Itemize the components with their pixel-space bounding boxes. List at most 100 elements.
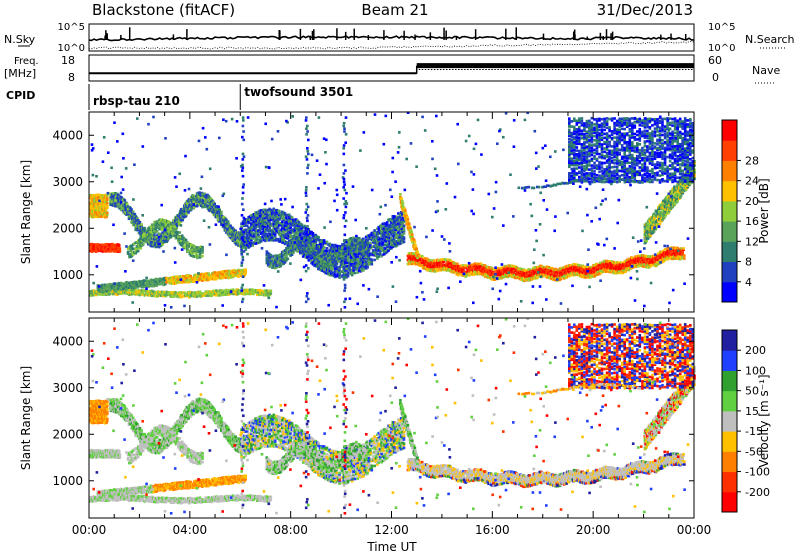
power-cell (142, 279, 146, 282)
power-cell (317, 236, 320, 239)
power-cell (248, 241, 252, 245)
power-cell (268, 216, 271, 220)
power-cell (198, 277, 201, 280)
nave-point (582, 69, 584, 70)
power-cell (273, 213, 277, 216)
power-cell (214, 207, 217, 210)
nave-point (651, 69, 654, 70)
power-cell (264, 210, 267, 214)
nave-point (530, 69, 533, 70)
power-cell (299, 250, 302, 254)
power-cell (141, 243, 145, 246)
power-cell (279, 238, 283, 241)
power-cell (280, 230, 284, 233)
power-cell (294, 220, 298, 224)
power-cell (262, 210, 266, 214)
power-cell (261, 224, 264, 228)
nave-point (206, 73, 209, 74)
power-cell (94, 215, 97, 219)
power-cell (173, 225, 176, 228)
power-cell (265, 209, 269, 213)
power-cell (157, 245, 161, 249)
power-cell (136, 217, 139, 220)
nave-point (149, 73, 151, 74)
power-cell (303, 233, 306, 236)
power-cell (261, 231, 264, 234)
power-cell (308, 230, 312, 234)
power-cell (257, 221, 260, 224)
power-cell (287, 228, 291, 231)
power-cell (266, 229, 270, 232)
power-cell (290, 230, 294, 233)
power-cell (251, 228, 255, 232)
power-cell (229, 224, 232, 228)
power-cell (304, 251, 308, 254)
nave-point (334, 73, 336, 74)
nave-point (597, 69, 599, 70)
power-cell (121, 199, 125, 203)
power-cell (211, 275, 215, 278)
power-cell (170, 229, 174, 233)
nave-point (612, 69, 614, 70)
power-cell (282, 235, 285, 238)
power-cell (165, 290, 169, 294)
power-cell (304, 252, 308, 256)
nave-point (642, 69, 645, 70)
power-cell (293, 226, 297, 229)
power-cell (250, 214, 253, 217)
power-cell (286, 226, 290, 229)
power-cell (259, 212, 263, 215)
power-cell (161, 294, 165, 298)
power-cell (315, 244, 319, 247)
power-cell (318, 239, 322, 242)
power-cell (294, 227, 298, 230)
power-cell (276, 215, 280, 218)
power-cell (264, 235, 267, 238)
nave-point (361, 73, 363, 74)
power-cell (101, 283, 104, 287)
power-cell (196, 203, 200, 207)
power-cell (282, 224, 285, 228)
power-cell (244, 221, 248, 224)
power-cell (318, 245, 322, 249)
power-cell (255, 211, 259, 214)
nave-point (306, 73, 309, 74)
power-cell (153, 243, 157, 247)
nave-point (576, 69, 578, 70)
power-cell (111, 289, 114, 292)
power-cell (318, 249, 322, 252)
nave-point (654, 69, 657, 70)
power-cell (271, 257, 274, 261)
power-cell (290, 216, 294, 219)
nave-point (258, 73, 260, 74)
power-cell (304, 256, 308, 259)
power-cell (304, 226, 308, 230)
power-cell (254, 229, 257, 233)
power-cell (141, 236, 145, 239)
power-cell (385, 221, 389, 224)
power-cell (296, 230, 299, 234)
power-cell (449, 259, 453, 263)
power-cell (101, 293, 105, 296)
power-cell (207, 195, 211, 198)
power-cell (247, 242, 250, 246)
power-cell (250, 243, 253, 246)
power-cell (150, 284, 154, 288)
power-cell (258, 228, 262, 232)
power-cell (320, 269, 323, 272)
power-cell (293, 221, 297, 224)
power-cell (244, 248, 248, 251)
power-cell (272, 212, 276, 215)
power-cell (181, 242, 184, 245)
power-cell (272, 207, 276, 211)
nave-point (518, 69, 521, 70)
power-cell (275, 237, 278, 241)
power-cell (269, 208, 273, 212)
power-cell (181, 277, 184, 280)
noise-left-tick-top: 10^5 (58, 22, 85, 33)
power-cell (120, 287, 123, 291)
power-cell (175, 275, 179, 279)
power-cell (271, 211, 274, 215)
power-cell (240, 225, 243, 228)
nave-point (464, 69, 466, 70)
